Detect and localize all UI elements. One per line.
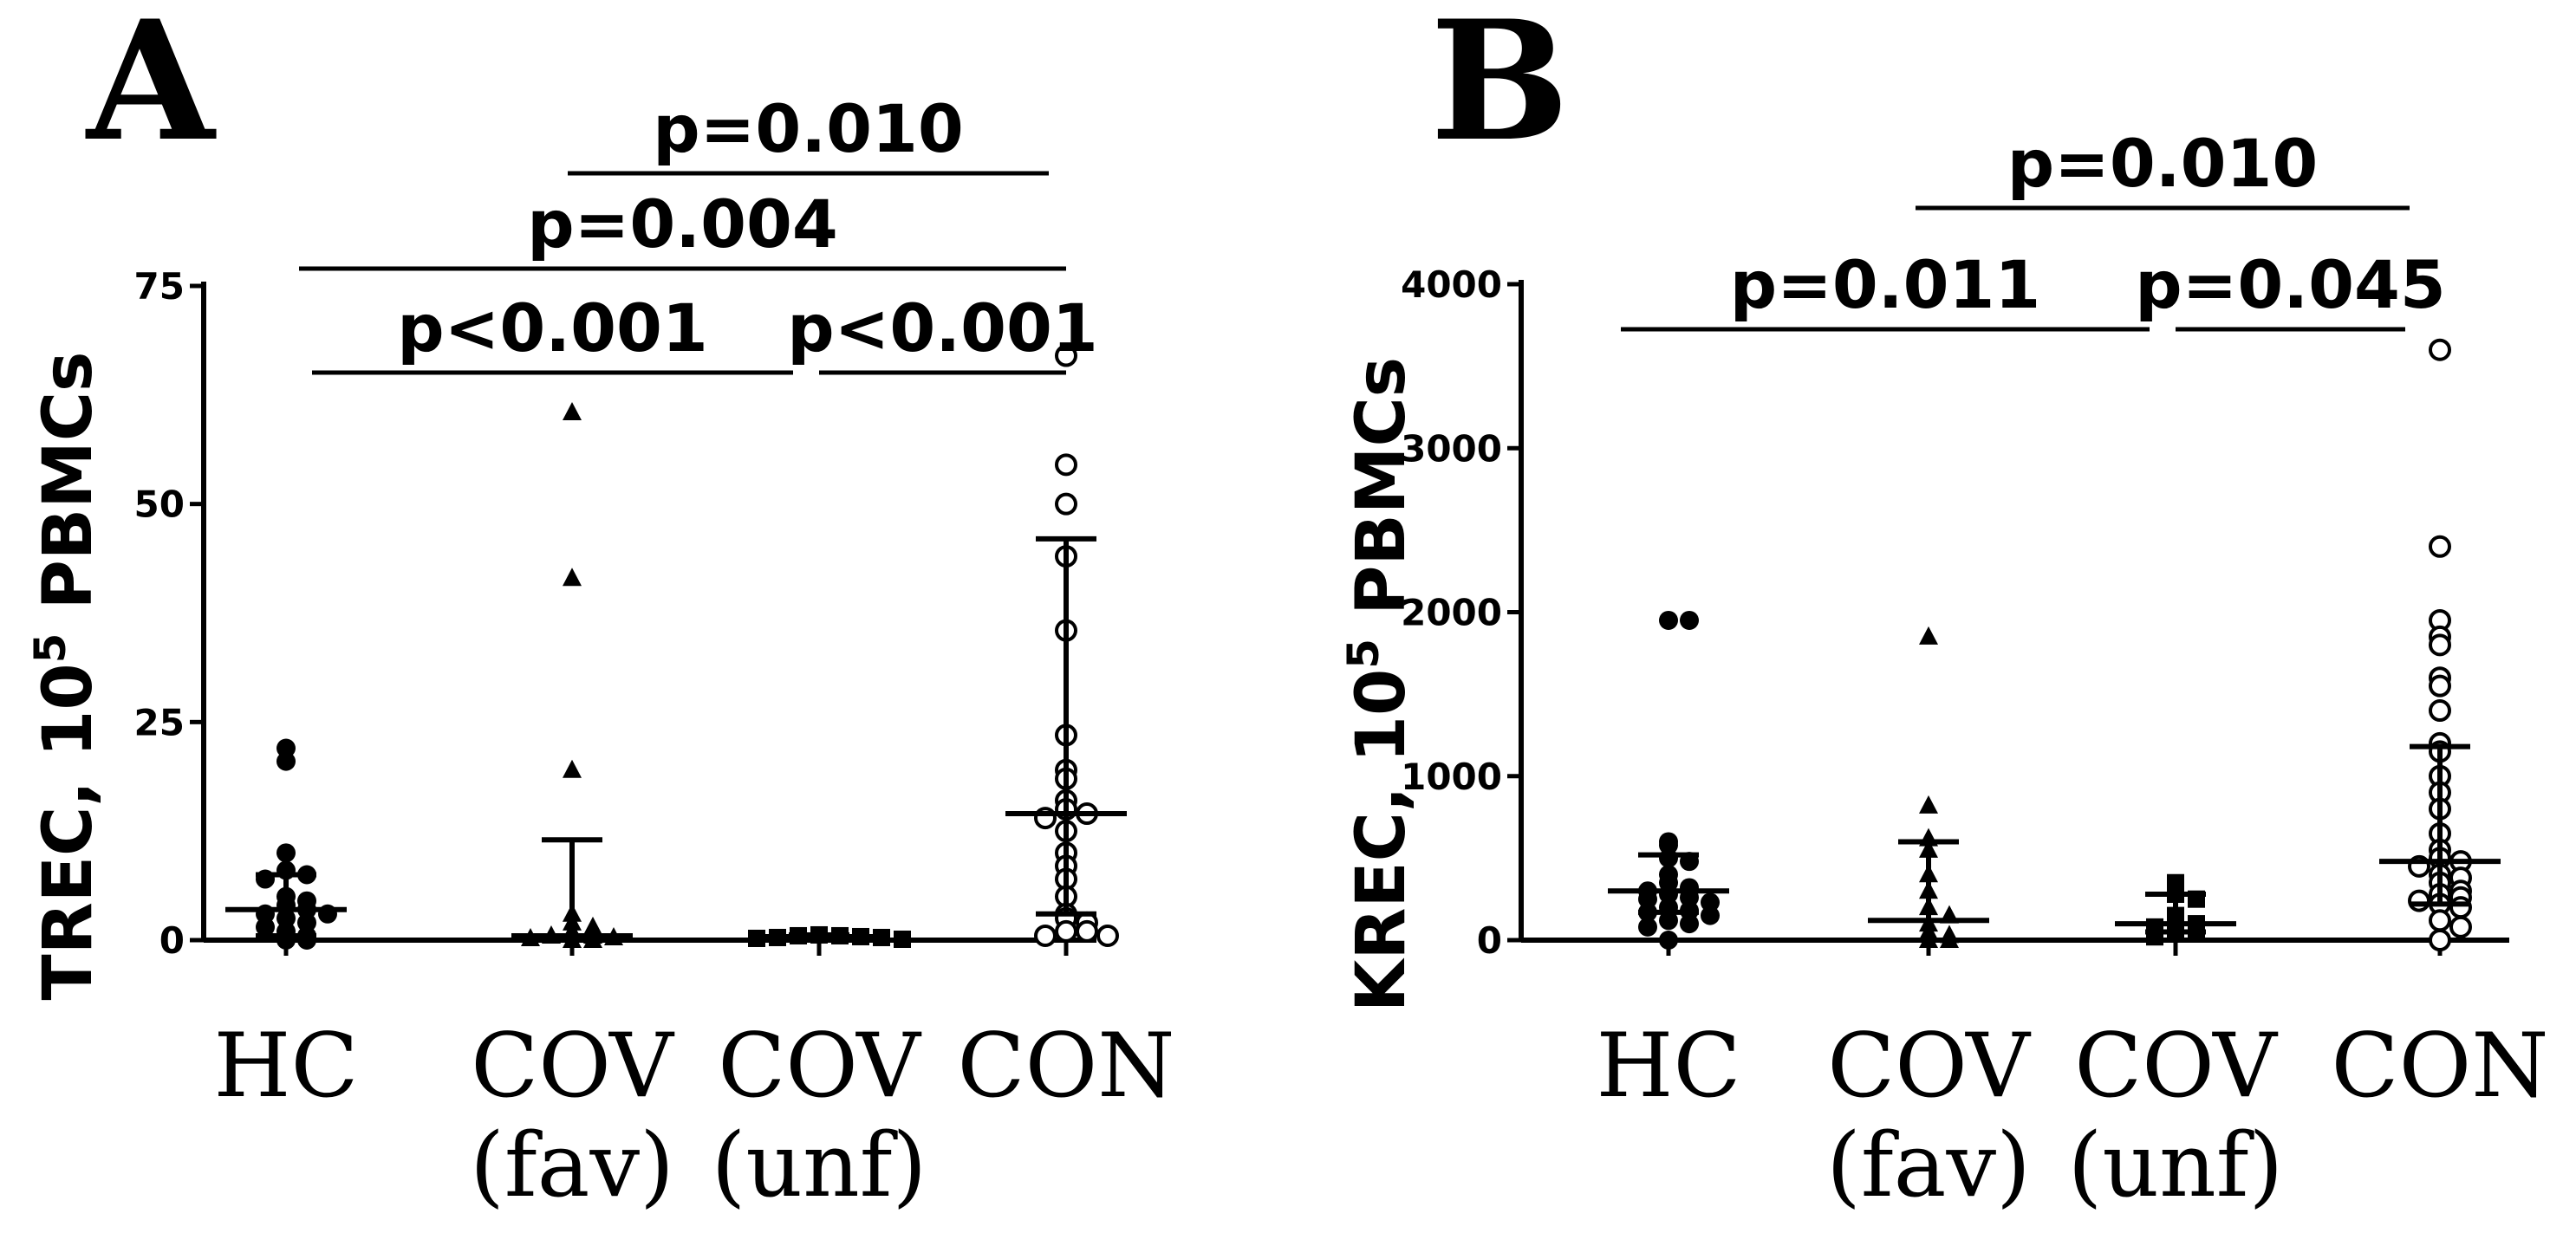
panel-b-point: [1701, 892, 1720, 912]
panel-a-group-label: COV: [718, 1015, 922, 1118]
panel-a-point: [297, 912, 316, 932]
panel-b-point: [1701, 905, 1720, 925]
panel-b-y-tick-label: 4000: [1401, 263, 1502, 306]
panel-b-point: [1919, 626, 1938, 645]
panel-a-point: [1055, 919, 1077, 943]
panel-b-p-value: p=0.045: [2135, 246, 2445, 323]
panel-b-group-label: HC: [1597, 1015, 1741, 1118]
panel-b-point: [2429, 633, 2451, 657]
panel-a-p-value: p<0.001: [787, 289, 1097, 367]
panel-b-p-value: p=0.011: [1730, 246, 2040, 323]
panel-b-y-tick-label: 0: [1477, 919, 1502, 962]
panel-b-point: [1638, 889, 1657, 909]
panel-a-group-sublabel: (fav): [470, 1114, 674, 1217]
panel-a-point: [563, 401, 582, 420]
panel-b-point: [2429, 535, 2451, 558]
panel-a-y-tick-label: 75: [134, 265, 185, 308]
panel-b-point: [2449, 896, 2472, 919]
panel-b-point: [1659, 911, 1678, 931]
panel-a-y-tick-label: 25: [134, 701, 185, 743]
panel-b-group-label: CON: [2332, 1015, 2549, 1118]
panel-b-point: [2429, 674, 2451, 698]
panel-a-point: [1076, 919, 1098, 943]
panel-b-point: [1659, 931, 1678, 950]
panel-b-y-tick-label: 2000: [1401, 592, 1502, 634]
panel-a-point: [894, 930, 911, 948]
panel-a-group-label: CON: [958, 1015, 1175, 1118]
panel-b-point: [2449, 915, 2472, 938]
panel-b-y-tick-label: 3000: [1401, 427, 1502, 470]
panel-b-point: [1919, 795, 1938, 814]
panel-b-group-label: COV: [1827, 1015, 2032, 1118]
panel-a-point: [1055, 492, 1077, 516]
panel-a-point: [563, 568, 582, 587]
panel-b-point: [2429, 338, 2451, 361]
panel-b-point: [1659, 610, 1678, 630]
panel-b-point: [2408, 889, 2430, 912]
panel-a-y-tick-label: 0: [159, 919, 185, 962]
panel-a-p-value: p=0.010: [653, 90, 963, 167]
panel-a-point: [276, 738, 296, 758]
panel-b-point: [1680, 914, 1699, 934]
panel-b-point: [1680, 610, 1699, 630]
panel-b-y-axis-label: KREC, 105 PBMCs: [1338, 357, 1421, 1012]
panel-b: B KREC, 105 PBMCs 0 1000 2000 3000 4000 HC COV…: [1338, 0, 2548, 1217]
panel-b-letter: B: [1430, 0, 1570, 178]
panel-a-group-label: HC: [214, 1015, 359, 1118]
panel-b-group-sublabel: (fav): [1826, 1114, 2031, 1217]
panel-a-group-sublabel: (unf): [712, 1114, 927, 1217]
panel-a-point: [1096, 924, 1119, 947]
panel-b-p-value: p=0.010: [2007, 125, 2318, 202]
panel-a-letter: A: [85, 0, 217, 178]
panel-a-group-label: COV: [471, 1015, 675, 1118]
panel-a-point: [276, 751, 296, 771]
panel-a-point: [1055, 344, 1077, 367]
panel-b-point: [1638, 917, 1657, 937]
panel-a-point: [256, 917, 275, 937]
panel-b-group-sublabel: (unf): [2068, 1114, 2284, 1217]
panel-a-point: [563, 759, 582, 778]
panel-a-y-tick-label: 50: [134, 483, 185, 526]
panel-a-y-axis-label: TREC, 105 PBMCs: [25, 352, 107, 1001]
panel-a-point: [1034, 924, 1057, 947]
panel-b-point: [2429, 929, 2451, 951]
panel-a-point: [276, 843, 296, 863]
panel-b-point: [2429, 699, 2451, 723]
panel-b-point: [2429, 909, 2451, 932]
panel-b-point: [1659, 835, 1678, 855]
panel-b-y-tick-label: 1000: [1401, 756, 1502, 798]
panel-b-group-label: COV: [2074, 1015, 2279, 1118]
panel-a-point: [1055, 453, 1077, 477]
panel-a-p-value: p<0.001: [397, 289, 707, 367]
panel-a-point: [873, 928, 890, 946]
panel-a-p-value: p=0.004: [527, 185, 837, 263]
